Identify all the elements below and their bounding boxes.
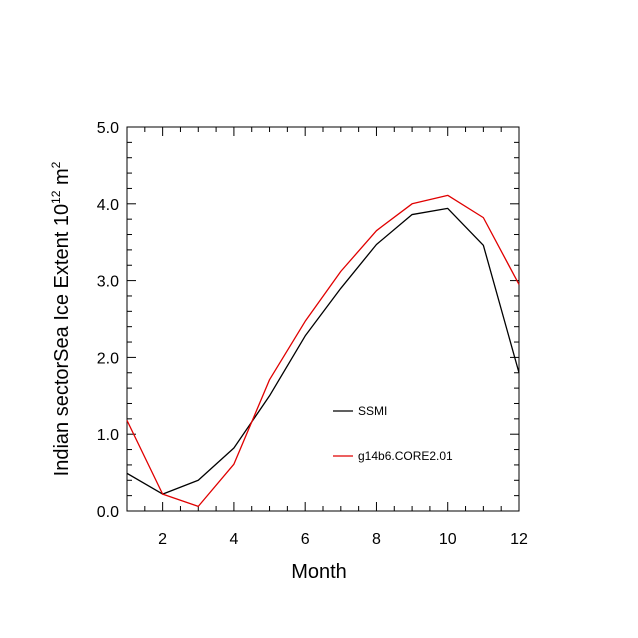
y-axis-label: Indian sectorSea Ice Extent 1012 m2 xyxy=(49,161,73,476)
y-axis-label-unit-exponent: 2 xyxy=(49,161,63,168)
y-axis-label-exponent: 12 xyxy=(49,190,63,204)
axis-ticks xyxy=(126,126,520,512)
x-tick-label: 12 xyxy=(510,531,528,548)
series-lines xyxy=(126,194,520,508)
legend-label-ssmi: SSMI xyxy=(358,404,387,418)
series-line-model xyxy=(126,194,520,508)
legend-label-model: g14b6.CORE2.01 xyxy=(358,449,453,463)
y-tick-label: 2.0 xyxy=(97,350,119,367)
axis-tick-labels: 2 4 6 8 10 12 0.0 1.0 2.0 3.0 4.0 5.0 xyxy=(97,120,528,548)
x-axis-label: Month xyxy=(291,561,347,583)
y-tick-label: 4.0 xyxy=(97,197,119,214)
y-tick-label: 3.0 xyxy=(97,274,119,291)
y-tick-label: 0.0 xyxy=(97,504,119,521)
y-tick-label: 5.0 xyxy=(97,120,119,137)
legend: SSMI g14b6.CORE2.01 xyxy=(333,404,453,463)
plot-frame xyxy=(126,126,520,512)
y-axis-label-prefix: Indian sectorSea Ice Extent 10 xyxy=(51,204,73,476)
x-tick-label: 4 xyxy=(229,531,238,548)
y-tick-label: 1.0 xyxy=(97,427,119,444)
series-line-ssmi xyxy=(126,207,520,495)
x-tick-label: 6 xyxy=(301,531,310,548)
x-tick-label: 8 xyxy=(372,531,381,548)
x-tick-label: 10 xyxy=(439,531,457,548)
x-tick-label: 2 xyxy=(158,531,167,548)
y-axis-label-unit: m xyxy=(51,168,73,190)
